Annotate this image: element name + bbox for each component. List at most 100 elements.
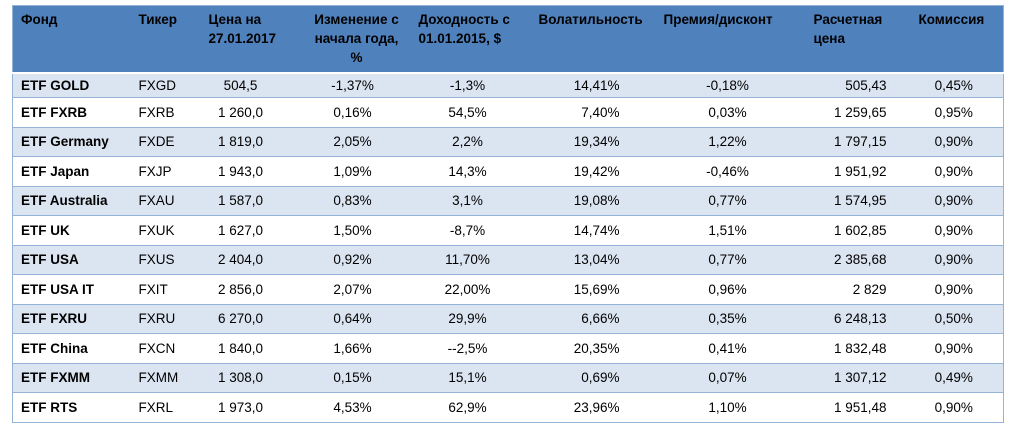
cell-ticker: FXUK <box>130 215 201 245</box>
cell-premium: 1,10% <box>655 392 806 422</box>
cell-calc-price: 1 797,15 <box>805 126 911 157</box>
cell-return: --2,5% <box>410 333 531 363</box>
cell-price: 2 404,0 <box>200 244 301 275</box>
table-row: ETF FXMM FXMM 1 308,0 0,15% 15,1% 0,69% 0,07% 1… <box>12 362 1004 393</box>
cell-ticker: FXAU <box>130 185 201 216</box>
cell-return: -1,3% <box>410 72 531 98</box>
cell-fee: 0,90% <box>910 156 1004 186</box>
cell-fee: 0,90% <box>910 185 1004 216</box>
cell-calc-price: 2 829 <box>805 274 911 304</box>
cell-fee: 0,49% <box>910 362 1004 393</box>
cell-fund: ETF RTS <box>12 392 131 422</box>
header-fee: Комиссия <box>910 5 1004 74</box>
header-return: Доходность с 01.01.2015, $ <box>410 5 531 74</box>
cell-price: 504,5 <box>200 72 301 98</box>
cell-return: 62,9% <box>410 392 531 422</box>
cell-calc-price: 1 307,12 <box>805 362 911 393</box>
cell-ticker: FXUS <box>130 244 201 275</box>
cell-ytd-change: 1,09% <box>300 156 411 186</box>
cell-return: 14,3% <box>410 156 531 186</box>
cell-fee: 0,90% <box>910 244 1004 275</box>
cell-volatility: 19,42% <box>530 156 656 186</box>
cell-calc-price: 1 951,48 <box>805 392 911 422</box>
table-row: ETF Japan FXJP 1 943,0 1,09% 14,3% 19,42% -0,4… <box>12 156 1004 186</box>
cell-fund: ETF FXMM <box>12 362 131 393</box>
cell-fund: ETF FXRU <box>12 303 131 334</box>
cell-premium: 0,35% <box>655 303 806 334</box>
cell-ticker: FXRU <box>130 303 201 334</box>
cell-fund: ETF Japan <box>12 156 131 186</box>
cell-ticker: FXRL <box>130 392 201 422</box>
cell-price: 1 819,0 <box>200 126 301 157</box>
cell-fund: ETF China <box>12 333 131 363</box>
cell-ytd-change: 0,83% <box>300 185 411 216</box>
cell-return: 22,00% <box>410 274 531 304</box>
cell-premium: -0,46% <box>655 156 806 186</box>
cell-fund: ETF USA IT <box>12 274 131 304</box>
cell-price: 1 973,0 <box>200 392 301 422</box>
cell-premium: -0,18% <box>655 72 806 98</box>
header-ytd-change: Изменение с начала года, % <box>300 5 411 74</box>
cell-return: 3,1% <box>410 185 531 216</box>
cell-return: 54,5% <box>410 97 531 127</box>
cell-fee: 0,95% <box>910 97 1004 127</box>
cell-calc-price: 6 248,13 <box>805 303 911 334</box>
cell-premium: 0,07% <box>655 362 806 393</box>
cell-return: -8,7% <box>410 215 531 245</box>
cell-ticker: FXRB <box>130 97 201 127</box>
cell-price: 1 627,0 <box>200 215 301 245</box>
cell-fund: ETF Australia <box>12 185 131 216</box>
cell-ytd-change: 4,53% <box>300 392 411 422</box>
cell-fee: 0,90% <box>910 333 1004 363</box>
cell-calc-price: 1 574,95 <box>805 185 911 216</box>
cell-volatility: 14,74% <box>530 215 656 245</box>
cell-premium: 0,03% <box>655 97 806 127</box>
cell-premium: 0,96% <box>655 274 806 304</box>
cell-fund: ETF USA <box>12 244 131 275</box>
cell-price: 1 943,0 <box>200 156 301 186</box>
cell-fund: ETF FXRB <box>12 97 131 127</box>
cell-volatility: 13,04% <box>530 244 656 275</box>
cell-ytd-change: 0,15% <box>300 362 411 393</box>
cell-return: 15,1% <box>410 362 531 393</box>
cell-calc-price: 1 951,92 <box>805 156 911 186</box>
table-row: ETF Germany FXDE 1 819,0 2,05% 2,2% 19,34% 1,2… <box>12 126 1004 157</box>
cell-premium: 0,41% <box>655 333 806 363</box>
cell-ticker: FXCN <box>130 333 201 363</box>
cell-fee: 0,45% <box>910 72 1004 98</box>
table-row: ETF China FXCN 1 840,0 1,66% --2,5% 20,35% 0,4… <box>12 333 1004 363</box>
cell-ytd-change: -1,37% <box>300 72 411 98</box>
header-price: Цена на 27.01.2017 <box>200 5 301 74</box>
cell-fund: ETF GOLD <box>12 72 131 98</box>
cell-fee: 0,90% <box>910 215 1004 245</box>
cell-premium: 0,77% <box>655 244 806 275</box>
cell-premium: 1,22% <box>655 126 806 157</box>
cell-price: 1 308,0 <box>200 362 301 393</box>
cell-calc-price: 1 602,85 <box>805 215 911 245</box>
header-row: Фонд Тикер Цена на 27.01.2017 Изменение … <box>12 5 1004 74</box>
header-calc-price: Расчетная цена <box>805 5 911 74</box>
cell-ytd-change: 1,66% <box>300 333 411 363</box>
cell-return: 11,70% <box>410 244 531 275</box>
cell-price: 2 856,0 <box>200 274 301 304</box>
cell-calc-price: 505,43 <box>805 72 911 98</box>
cell-ticker: FXGD <box>130 72 201 98</box>
cell-volatility: 19,34% <box>530 126 656 157</box>
table-row: ETF FXRB FXRB 1 260,0 0,16% 54,5% 7,40% 0,03% 1… <box>12 97 1004 127</box>
cell-ticker: FXIT <box>130 274 201 304</box>
etf-table: Фонд Тикер Цена на 27.01.2017 Изменение … <box>12 5 1004 423</box>
cell-fund: ETF Germany <box>12 126 131 157</box>
cell-volatility: 6,66% <box>530 303 656 334</box>
cell-volatility: 19,08% <box>530 185 656 216</box>
cell-ytd-change: 0,92% <box>300 244 411 275</box>
cell-ticker: FXJP <box>130 156 201 186</box>
cell-price: 6 270,0 <box>200 303 301 334</box>
header-premium: Премия/дисконт <box>655 5 806 74</box>
cell-fee: 0,90% <box>910 392 1004 422</box>
cell-premium: 0,77% <box>655 185 806 216</box>
cell-price: 1 840,0 <box>200 333 301 363</box>
cell-fee: 0,50% <box>910 303 1004 334</box>
cell-price: 1 260,0 <box>200 97 301 127</box>
table-row: ETF RTS FXRL 1 973,0 4,53% 62,9% 23,96% 1,10% 1… <box>12 392 1004 422</box>
cell-fund: ETF UK <box>12 215 131 245</box>
